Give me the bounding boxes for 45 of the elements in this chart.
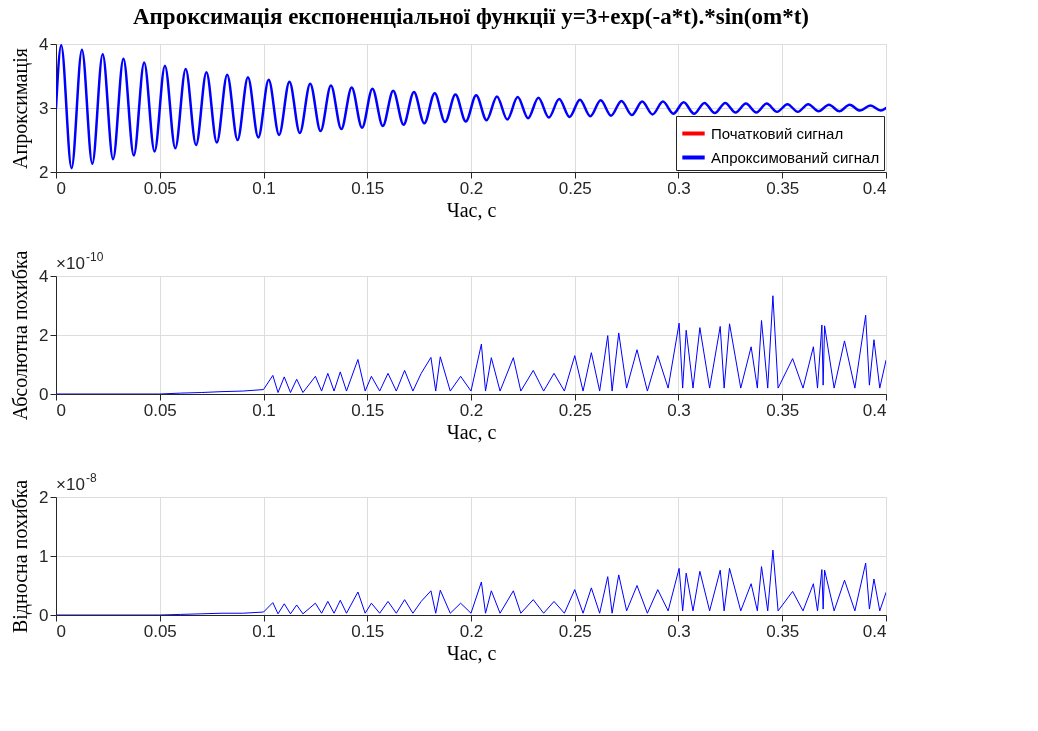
y-tick-label: 2	[39, 325, 49, 345]
x-tick-label: 0.15	[351, 621, 385, 641]
x-tick-label: 0	[56, 400, 66, 420]
y-tick-label: 2	[39, 487, 49, 507]
y-tick-label: 2	[39, 162, 49, 182]
x-tick-label: 0.1	[252, 621, 276, 641]
legend-label: Апроксимований сигнал	[711, 148, 880, 166]
x-tick-label: 0.3	[667, 400, 691, 420]
y-tick-label: 4	[39, 266, 49, 286]
x-tick-label: 0.25	[558, 621, 592, 641]
x-tick-label: 0.05	[143, 178, 177, 198]
x-tick-label: 0.05	[143, 621, 177, 641]
x-tick-label: 0	[56, 621, 66, 641]
x-tick-label: 0.4	[862, 621, 887, 641]
x-tick-label: 0	[56, 178, 66, 198]
chart-title: Апроксимація експоненціальної функції y=3+exp(-a*t).*sin(om*t)	[133, 4, 809, 29]
x-tick-label: 0.25	[558, 178, 592, 198]
x-axis-title: Час, с	[446, 198, 497, 221]
x-tick-label: 0.35	[766, 621, 800, 641]
x-tick-label: 0.2	[459, 621, 484, 641]
y-tick-label: 0	[39, 384, 49, 404]
x-tick-label: 0.25	[558, 400, 592, 420]
x-tick-label: 0.4	[862, 400, 887, 420]
x-tick-label: 0.3	[667, 178, 691, 198]
x-tick-label: 0.35	[766, 178, 800, 198]
y-axis-title: Апроксимація	[9, 48, 33, 169]
y-axis-title: Відносна похибка	[9, 479, 33, 634]
x-tick-label: 0.2	[459, 178, 484, 198]
x-tick-label: 0.2	[459, 400, 484, 420]
x-axis-title: Час, с	[446, 420, 497, 443]
y-tick-label: 1	[39, 546, 49, 566]
y-tick-label: 0	[39, 605, 49, 625]
y-tick-label: 4	[39, 34, 49, 54]
x-tick-label: 0.05	[143, 400, 177, 420]
x-tick-label: 0.1	[252, 400, 276, 420]
x-axis-title: Час, с	[446, 641, 497, 664]
legend-label: Початковий сигнал	[711, 124, 844, 142]
x-tick-label: 0.15	[351, 178, 385, 198]
x-tick-label: 0.15	[351, 400, 385, 420]
y-tick-label: 3	[39, 98, 49, 118]
x-tick-label: 0.1	[252, 178, 276, 198]
x-tick-label: 0.35	[766, 400, 800, 420]
y-axis-title: Абсолютна похибка	[9, 250, 32, 421]
x-tick-label: 0.3	[667, 621, 691, 641]
x-tick-label: 0.4	[862, 178, 887, 198]
